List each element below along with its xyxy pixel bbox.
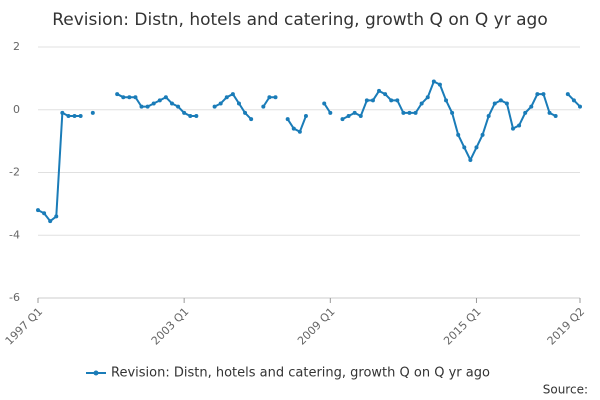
point — [541, 92, 546, 97]
point — [462, 145, 467, 150]
point — [401, 110, 406, 115]
point — [383, 92, 388, 97]
point — [78, 114, 83, 119]
legend-marker — [93, 370, 99, 376]
point — [230, 92, 235, 97]
x-tick-label: 2009 Q1 — [295, 305, 338, 348]
point — [121, 95, 126, 100]
point — [115, 92, 120, 97]
point — [571, 98, 576, 103]
point — [364, 98, 369, 103]
point — [328, 110, 333, 115]
point — [468, 157, 473, 162]
point — [535, 92, 540, 97]
point — [340, 117, 345, 122]
y-tick-label: 0 — [13, 103, 20, 116]
legend-label: Revision: Distn, hotels and catering, gr… — [111, 366, 490, 381]
point — [407, 110, 412, 115]
point — [578, 104, 582, 109]
point — [511, 126, 516, 131]
point — [565, 92, 570, 97]
point — [474, 145, 479, 150]
chart-title: Revision: Distn, hotels and catering, gr… — [52, 10, 548, 30]
point — [36, 208, 40, 213]
point — [66, 114, 71, 119]
source: Source: — [543, 383, 588, 397]
point — [529, 104, 534, 109]
point — [425, 95, 430, 100]
point — [431, 79, 436, 84]
point — [218, 101, 223, 106]
point — [346, 114, 351, 119]
point — [273, 95, 278, 100]
point — [236, 101, 241, 106]
y-tick-label: -4 — [9, 228, 20, 241]
y-tick-label: -2 — [9, 166, 20, 179]
point — [413, 110, 418, 115]
point — [194, 114, 199, 119]
y-tick-label: -6 — [9, 291, 20, 304]
point — [297, 129, 302, 134]
point — [523, 110, 528, 115]
point — [182, 110, 187, 115]
point — [303, 114, 308, 119]
point — [504, 101, 509, 106]
point — [169, 101, 174, 106]
y-tick-label: 2 — [13, 40, 20, 53]
point — [450, 110, 455, 115]
point — [389, 98, 394, 103]
point — [212, 104, 217, 109]
point — [133, 95, 138, 100]
point — [370, 98, 375, 103]
point — [419, 101, 424, 106]
point — [188, 114, 193, 119]
point — [322, 101, 327, 106]
point — [54, 214, 59, 219]
point — [498, 98, 503, 103]
point — [352, 110, 357, 115]
point — [486, 114, 491, 119]
series-line — [37, 80, 581, 223]
point — [456, 132, 461, 137]
point — [261, 104, 266, 109]
point — [437, 82, 442, 87]
point — [547, 110, 552, 115]
point — [48, 219, 53, 224]
point — [176, 104, 181, 109]
point — [285, 117, 290, 122]
point — [492, 101, 497, 106]
point — [267, 95, 272, 100]
point — [480, 132, 485, 137]
point — [377, 88, 382, 93]
point — [224, 95, 229, 100]
x-tick-label: 2019 Q2 — [545, 305, 588, 348]
point — [243, 110, 248, 115]
point — [358, 114, 363, 119]
point — [395, 98, 400, 103]
point — [90, 110, 95, 115]
point — [291, 126, 296, 131]
point — [157, 98, 162, 103]
point — [151, 101, 156, 106]
point — [553, 114, 558, 119]
x-tick-label: 1997 Q1 — [3, 305, 46, 348]
x-tick-label: 2015 Q1 — [441, 305, 484, 348]
point — [517, 123, 522, 128]
point — [139, 104, 144, 109]
x-tick-label: 2003 Q1 — [149, 305, 192, 348]
point — [249, 117, 254, 122]
point — [72, 114, 77, 119]
point — [42, 211, 47, 216]
point — [127, 95, 132, 100]
point — [145, 104, 150, 109]
point — [60, 110, 65, 115]
point — [163, 95, 168, 100]
point — [444, 98, 449, 103]
